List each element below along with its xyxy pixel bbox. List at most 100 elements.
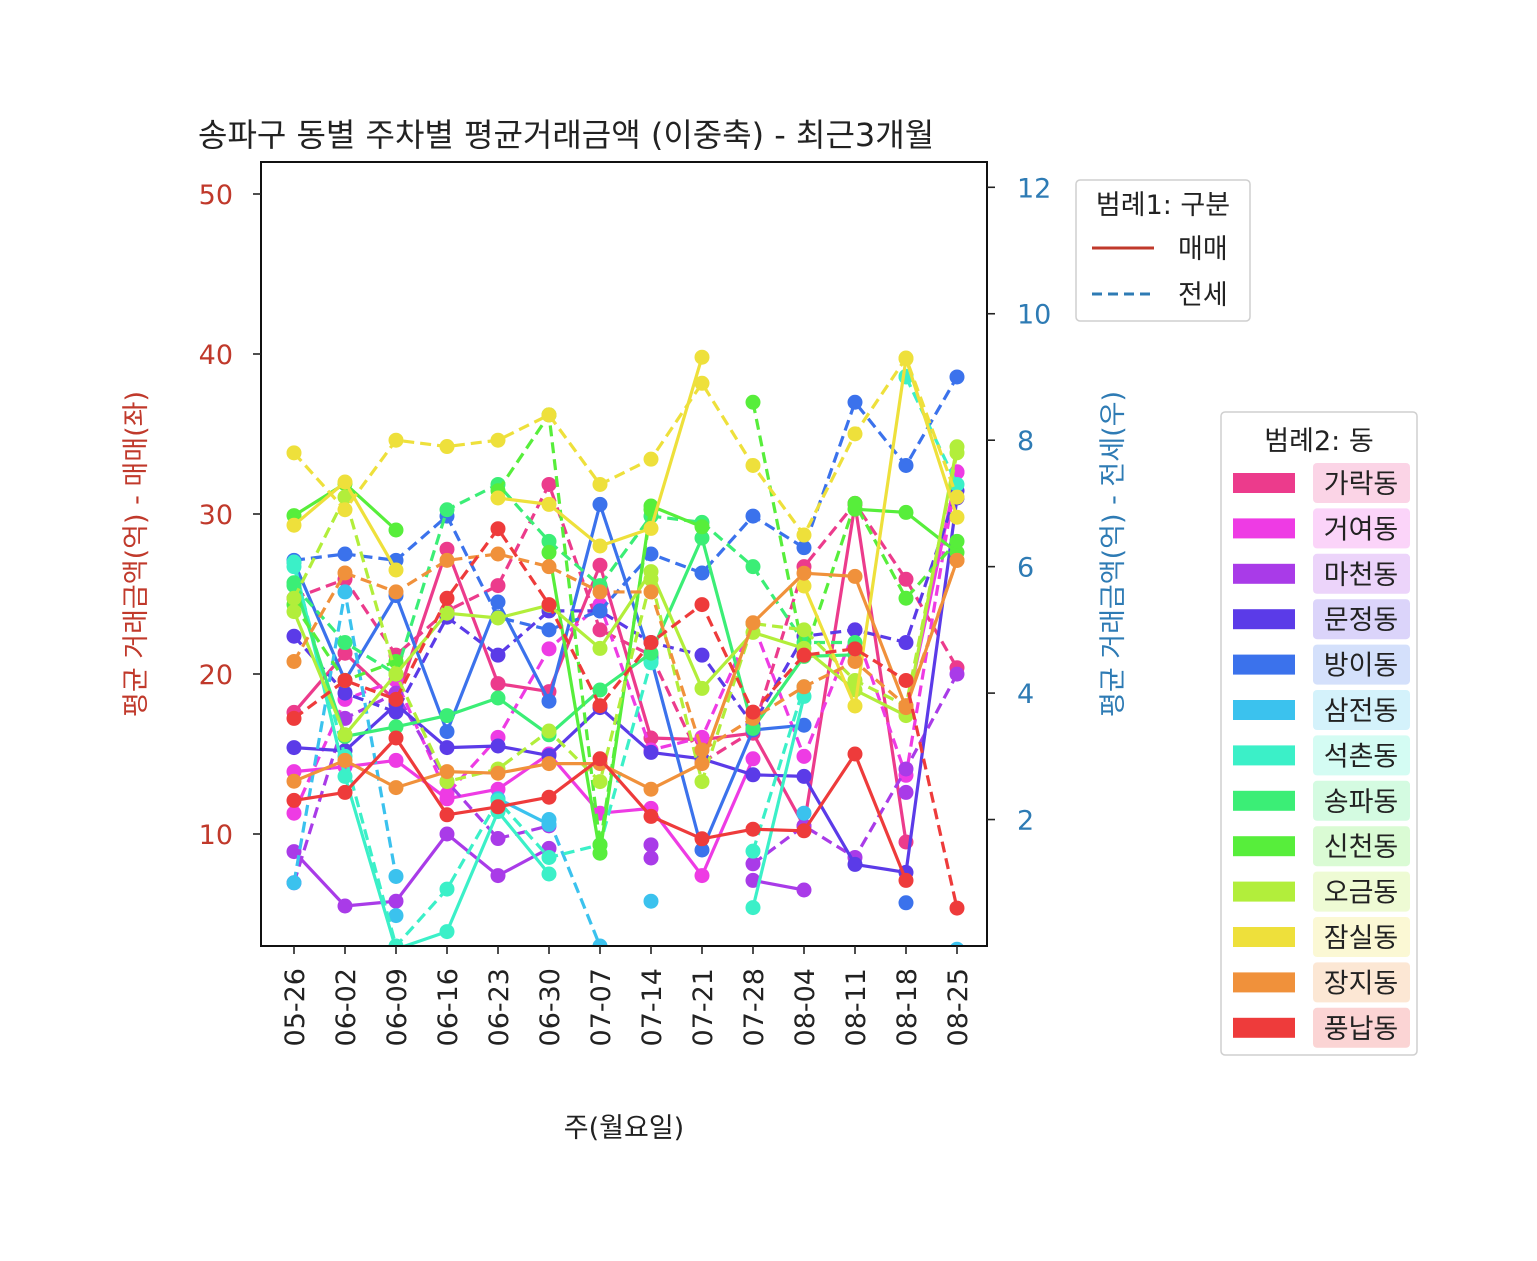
point-sale (592, 751, 608, 767)
point-jeonse (745, 394, 761, 410)
point-sale (388, 522, 404, 538)
point-sale (541, 496, 557, 512)
x-tick-label: 06-09 (382, 968, 413, 1046)
legend-dong-label-bg (1313, 553, 1410, 594)
point-jeonse (796, 647, 812, 663)
point-jeonse (490, 578, 506, 594)
point-sale (490, 490, 506, 506)
x-tick-label: 06-23 (484, 968, 515, 1046)
point-jeonse (592, 774, 608, 790)
point-sale (490, 765, 506, 781)
legend-dong-label-bg (1313, 917, 1410, 957)
legend-dong-swatch (1233, 836, 1295, 857)
point-jeonse (745, 559, 761, 575)
point-jeonse (439, 552, 455, 568)
point-sale (694, 756, 710, 772)
point-sale (592, 682, 608, 698)
x-tick-label: 08-25 (943, 968, 974, 1046)
x-tick-label: 07-14 (637, 968, 668, 1046)
point-jeonse (694, 647, 710, 663)
point-jeonse (694, 597, 710, 613)
legend-dong-label: 가락동 (1324, 469, 1399, 500)
legend-type-box (1075, 179, 1251, 322)
point-sale (541, 756, 557, 772)
point-jeonse (541, 407, 557, 423)
point-jeonse (286, 559, 302, 575)
point-jeonse (541, 559, 557, 575)
series-line-jeonse (496, 413, 653, 847)
y-left-tick-label: 10 (199, 820, 233, 851)
point-sale (541, 544, 557, 560)
legend-dong-label: 신천동 (1324, 832, 1399, 863)
legend-dong-label-bg (1313, 508, 1410, 549)
point-jeonse (949, 552, 965, 568)
point-jeonse (439, 786, 455, 802)
legend-dong-label: 거여동 (1324, 514, 1399, 545)
series-line-jeonse (292, 482, 855, 676)
point-sale (847, 856, 863, 872)
point-jeonse (796, 540, 812, 556)
point-sale (745, 751, 761, 767)
point-jeonse (388, 868, 404, 884)
point-sale (694, 530, 710, 546)
point-sale (694, 519, 710, 535)
point-sale (847, 568, 863, 584)
point-sale (694, 349, 710, 365)
point-jeonse (592, 698, 608, 714)
series-line-jeonse (293, 376, 959, 632)
legend-dong-label: 마천동 (1324, 560, 1399, 591)
legend-dong-label: 방이동 (1324, 651, 1399, 682)
series-line-sale (292, 561, 551, 946)
point-jeonse (337, 635, 353, 651)
point-sale (745, 821, 761, 837)
point-jeonse (286, 628, 302, 644)
point-jeonse (694, 375, 710, 391)
legend-dong-swatch (1233, 927, 1295, 947)
point-sale (541, 693, 557, 709)
x-tick-label: 06-02 (331, 968, 362, 1046)
point-jeonse (286, 445, 302, 461)
point-jeonse (439, 502, 455, 518)
point-jeonse (898, 761, 914, 777)
point-sale (541, 789, 557, 805)
point-jeonse (592, 837, 608, 853)
point-jeonse (694, 774, 710, 790)
x-tick-label: 06-30 (535, 968, 566, 1046)
point-jeonse (898, 672, 914, 688)
point-sale (745, 872, 761, 888)
point-jeonse (286, 805, 302, 821)
point-jeonse (337, 489, 353, 505)
series-line-sale (292, 832, 550, 908)
point-sale (847, 698, 863, 714)
point-jeonse (337, 565, 353, 581)
point-jeonse (796, 805, 812, 821)
point-sale (796, 565, 812, 581)
point-jeonse (337, 546, 353, 562)
point-sale (796, 717, 812, 733)
point-sale (490, 676, 506, 692)
point-jeonse (541, 533, 557, 549)
point-jeonse (949, 900, 965, 916)
point-jeonse (949, 666, 965, 682)
point-sale (286, 773, 302, 789)
point-sale (643, 893, 659, 909)
point-sale (847, 746, 863, 762)
y-left-tick-label: 50 (199, 180, 233, 211)
legend-dong-label: 장지동 (1324, 968, 1399, 999)
legend-dong-label-bg (1313, 644, 1410, 685)
point-sale (439, 605, 455, 621)
point-jeonse (898, 350, 914, 366)
point-jeonse (796, 748, 812, 764)
y-left-tick-label: 40 (199, 340, 233, 371)
point-sale (592, 538, 608, 554)
point-jeonse (388, 584, 404, 600)
y-axis-right-label: 평균 거래금액(억) - 전세(우) (1098, 391, 1129, 717)
chart-title: 송파구 동별 주차별 평균거래금액 (이중축) - 최근3개월 (198, 116, 934, 154)
legend-dong-swatch (1233, 609, 1295, 630)
x-tick-label: 07-28 (739, 968, 770, 1046)
point-sale (439, 724, 455, 740)
point-sale (643, 730, 659, 746)
series-line-sale (751, 696, 806, 908)
legend-dong-label-bg (1313, 690, 1410, 730)
